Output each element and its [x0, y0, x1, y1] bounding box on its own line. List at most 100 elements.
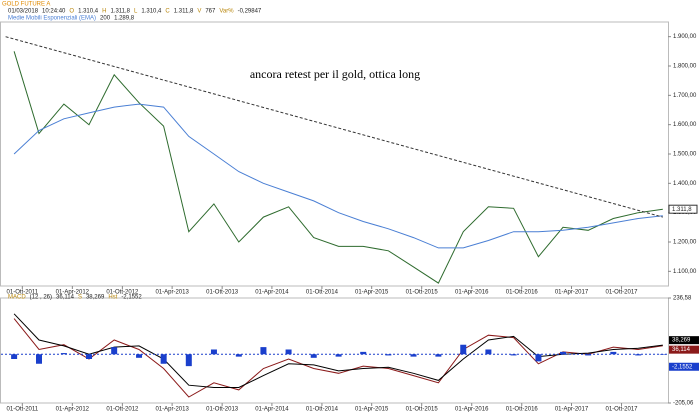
series-line — [13, 313, 663, 388]
x-tick-label: 01-Apr-2015 — [355, 407, 389, 413]
histogram-bar — [35, 354, 42, 364]
x-tick-label: 01-Apr-2014 — [255, 290, 289, 296]
value-tag — [669, 345, 699, 354]
series-name: S — [78, 295, 82, 301]
time: 10:24:40 — [42, 9, 66, 15]
histogram-bar — [260, 347, 267, 355]
histogram-bar — [86, 354, 93, 360]
field-value: 1.310,4 — [141, 9, 162, 15]
chart-title: GOLD FUTURE A — [2, 2, 50, 8]
series-name: Hst — [108, 295, 117, 301]
field-value: 1.311,8 — [110, 9, 130, 15]
x-tick-label: 01-Ott-2012 — [106, 407, 139, 413]
x-tick-label: 01-Ott-2011 — [7, 407, 39, 413]
value-tag — [669, 362, 699, 371]
histogram-bar — [185, 354, 192, 367]
indicator-period: 200 — [100, 16, 111, 22]
x-tick-label: 01-Ott-2013 — [206, 407, 239, 413]
value-tag-label: 38,269 — [672, 338, 691, 344]
histogram-bar — [635, 354, 642, 356]
y-tick-label: 1.600,00 — [673, 122, 697, 128]
x-tick-label: 01-Apr-2015 — [355, 290, 389, 296]
field-value: 1.311,8 — [174, 9, 194, 15]
histogram-bar — [235, 354, 242, 357]
y-tick-label: 1.200,00 — [673, 240, 697, 246]
x-tick-label: 01-Apr-2014 — [255, 407, 289, 413]
x-tick-label: 01-Apr-2013 — [155, 290, 189, 296]
x-tick-label: 01-Ott-2015 — [406, 407, 439, 413]
x-tick-label: 01-Apr-2012 — [56, 407, 90, 413]
macd-name: MACD — [8, 295, 26, 301]
x-tick-label: 01-Ott-2011 — [7, 290, 39, 296]
field-value: 767 — [205, 9, 216, 15]
histogram-bar — [610, 351, 617, 355]
histogram-bar — [560, 351, 567, 355]
histogram-bar — [310, 354, 317, 358]
price-tag — [668, 204, 698, 214]
x-tick-label: 01-Apr-2017 — [555, 407, 589, 413]
macd-params: (12 , 26) — [30, 295, 52, 301]
y-tick-label: 1.800,00 — [673, 64, 697, 70]
histogram-bar — [460, 344, 467, 355]
x-tick-label: 01-Ott-2014 — [306, 290, 339, 296]
field-label: V — [197, 9, 201, 15]
histogram-bar — [385, 354, 392, 356]
y-tick-label: 1.700,00 — [673, 93, 697, 99]
histogram-bar — [585, 354, 592, 356]
y-tick-label: 1.500,00 — [673, 152, 697, 158]
x-tick-label: 01-Ott-2012 — [106, 290, 139, 296]
histogram-bar — [410, 354, 417, 357]
x-tick-label: 01-Ott-2017 — [606, 290, 639, 296]
y-tick-label: 1.400,00 — [673, 181, 697, 187]
x-tick-label: 01-Apr-2017 — [555, 290, 589, 296]
x-tick-label: 01-Ott-2016 — [506, 407, 539, 413]
field-value: 1.310,4 — [78, 9, 99, 15]
value-tag — [669, 336, 699, 345]
indicator-name: Medie Mobili Esponenziali (EMA) — [8, 16, 96, 22]
x-tick-label: 01-Ott-2017 — [606, 407, 639, 413]
x-tick-label: 01-Apr-2012 — [56, 290, 90, 296]
histogram-bar — [160, 354, 167, 364]
y-tick-label: 1.100,00 — [673, 269, 697, 275]
field-label: O — [69, 9, 74, 15]
x-tick-label: 01-Apr-2016 — [455, 407, 489, 413]
price-line — [13, 51, 663, 284]
x-tick-label: 01-Ott-2015 — [406, 290, 439, 296]
price-tag-label: 1.311,8 — [672, 207, 692, 213]
date: 01/03/2018 — [8, 9, 39, 15]
histogram-bar — [111, 347, 118, 355]
value-tag-label: -2,1552 — [672, 364, 693, 370]
series-last: -2,1552 — [121, 295, 142, 301]
macd-panel — [0, 297, 669, 404]
y-tick-label: 236,58 — [673, 296, 692, 302]
field-label: Var% — [219, 9, 234, 15]
y-tick-label: 1.900,00 — [673, 34, 697, 40]
x-tick-label: 01-Ott-2014 — [306, 407, 339, 413]
field-label: L — [134, 9, 138, 15]
series-last: 36,114 — [56, 295, 75, 301]
field-label: H — [102, 9, 106, 15]
histogram-bar — [360, 351, 367, 355]
histogram-bar — [335, 354, 342, 357]
histogram-bar — [510, 354, 517, 356]
x-tick-label: 01-Apr-2013 — [155, 407, 189, 413]
value-tag-label: 36,114 — [672, 347, 691, 353]
field-value: -0,29847 — [238, 9, 262, 15]
histogram-bar — [535, 354, 542, 362]
x-tick-label: 01-Ott-2016 — [506, 290, 539, 296]
x-tick-label: 01-Apr-2016 — [455, 290, 489, 296]
trendline — [5, 36, 663, 218]
histogram-bar — [60, 353, 67, 355]
series-line — [13, 103, 663, 249]
series-last: 38,269 — [86, 295, 105, 301]
indicator-value: 1.289,8 — [114, 16, 135, 22]
field-label: C — [165, 9, 170, 15]
x-tick-label: 01-Ott-2013 — [206, 290, 239, 296]
histogram-bar — [435, 354, 442, 357]
histogram-bar — [136, 354, 143, 358]
histogram-bar — [485, 349, 492, 355]
histogram-bar — [11, 354, 18, 360]
